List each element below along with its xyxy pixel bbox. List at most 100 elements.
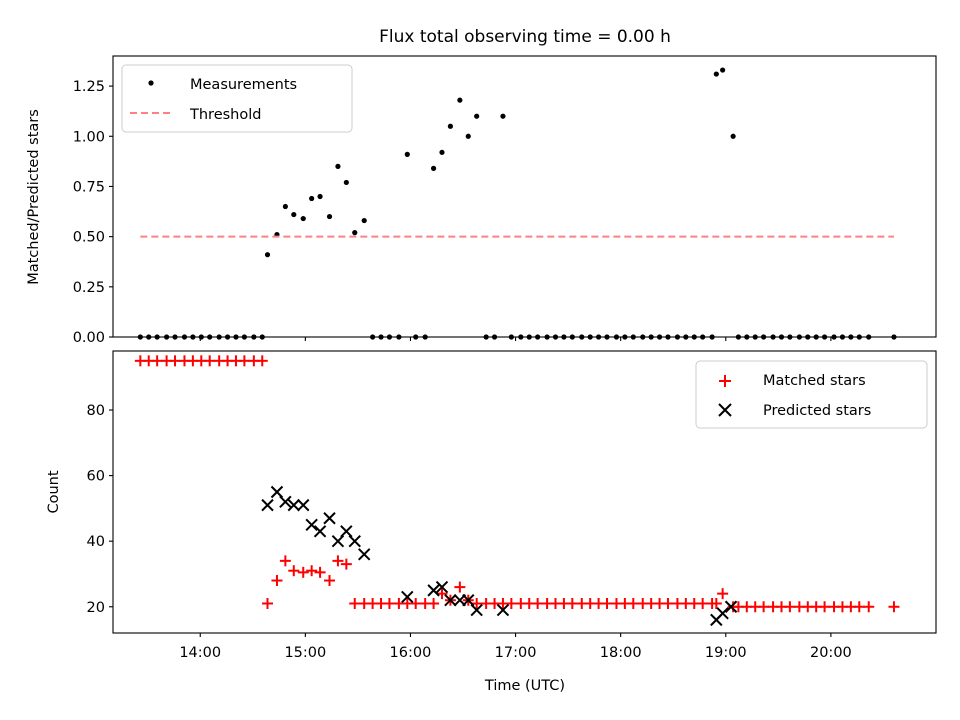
predicted-stars-point [340,525,353,538]
top-x-ticks [199,337,832,341]
matched-stars-point [238,355,250,367]
measurement-point [343,179,349,186]
matched-stars-point [383,597,395,609]
predicted-stars-point [462,594,475,607]
matched-stars-point [505,597,517,609]
predicted-stars-point [313,525,327,538]
bottom-x-tick-label: 19:00 [705,645,747,661]
bottom-x-ticks: 14:00 15:00 16:00 17:00 18:00 19:00 20:00 [179,633,852,661]
top-y-tick-label: 0.00 [73,330,105,346]
bottom-panel-ylabel: Count [46,470,62,513]
bottom-y-tick-label: 60 [87,469,105,485]
predicted-stars-point [323,512,336,525]
predicted-stars-point [287,498,300,512]
matched-stars-point [306,565,318,577]
bottom-y-tick-label: 80 [87,403,105,419]
top-y-ticks: 0.00 0.25 0.50 0.75 1.00 1.25 [73,79,113,346]
predicted-stars-point [716,607,729,620]
matched-stars-point [758,601,770,613]
measurement-point [291,211,297,218]
matched-stars-point [204,355,216,367]
matched-stars-point [784,601,796,613]
measurement-point [430,165,437,171]
predicted-stars-point [279,495,292,509]
matched-stars-point [151,355,163,367]
matched-stars-point [710,597,722,609]
matched-stars-point [888,601,900,613]
bottom-plot-area [134,355,900,627]
bottom-x-tick-label: 15:00 [284,645,326,661]
predicted-stars-point [496,603,510,617]
top-panel: Flux total observing time = 0.00 h 0.000… [26,27,937,346]
bottom-y-tick-label: 40 [87,534,105,550]
matched-stars-point [566,597,578,609]
measurement-point [500,113,506,119]
predicted-stars-point [331,534,345,548]
matched-stars-point [169,355,181,367]
matched-stars-point [532,597,544,609]
predicted-stars-point [401,590,414,604]
bottom-legend: Matched stars Predicted stars [695,360,928,429]
legend-threshold-label: Threshold [189,107,261,123]
measurement-point [457,97,463,103]
top-y-tick-label: 1.00 [73,129,105,145]
predicted-stars-point [470,603,483,617]
matched-stars-point [436,588,448,600]
matched-stars-point [324,575,336,587]
matched-stars-point [349,597,361,609]
measurement-point [352,230,358,236]
legend-measurements-label: Measurements [190,77,297,93]
matched-stars-point [288,565,300,577]
matched-stars-point [853,601,865,613]
legend-predicted-label: Predicted stars [763,403,871,419]
bottom-legend-box [695,360,928,429]
bottom-y-tick-label: 20 [87,600,105,616]
matched-stars-point [297,566,309,578]
matched-stars-point [717,588,729,600]
bottom-panel: 20 40 60 80 14:00 15:00 16:00 17:00 18:00 19:00 2… [46,350,937,694]
predicted-stars-point [348,534,361,548]
matched-stars-point [410,597,422,609]
bottom-panel-frame [112,350,937,634]
series-matched-stars [134,355,900,613]
bottom-x-tick-label: 18:00 [600,645,642,661]
legend-matched-marker [719,375,731,387]
measurement-point [447,123,453,129]
predicted-stars-point [724,600,738,613]
top-panel-frame [112,55,937,338]
matched-stars-point [340,558,352,570]
measurement-point [300,215,306,222]
measurement-point [282,203,288,210]
matched-stars-point [256,355,268,367]
top-y-tick-label: 0.75 [73,179,105,195]
predicted-stars-point [297,498,310,512]
top-y-tick-label: 1.25 [73,79,105,95]
predicted-stars-point [305,518,318,531]
legend-matched-label: Matched stars [763,373,866,389]
measurement-point [465,133,471,139]
matched-stars-point [819,601,831,613]
measurement-point [326,213,333,220]
matched-stars-point [314,566,326,578]
bottom-x-tick-label: 20:00 [810,645,852,661]
matched-stars-point [454,581,466,593]
measurement-point [474,113,480,119]
matched-stars-point [279,555,291,567]
top-panel-ylabel: Matched/Predicted stars [26,109,42,285]
bottom-x-tick-label: 14:00 [179,645,221,661]
top-legend: Measurements Threshold [121,64,353,133]
legend-measurements-marker [148,80,154,86]
bottom-y-ticks: 20 40 60 80 [87,403,113,616]
matched-stars-point [428,597,440,609]
matched-stars-point [262,597,274,609]
measurement-point [317,193,323,200]
top-legend-box [121,64,353,133]
matched-stars-point [662,597,674,609]
legend-predicted-marker [718,403,732,417]
measurement-point [730,133,736,139]
matched-stars-point [627,597,639,609]
matched-stars-point [332,555,344,567]
matched-stars-point [471,597,483,609]
measurement-point [404,151,410,157]
